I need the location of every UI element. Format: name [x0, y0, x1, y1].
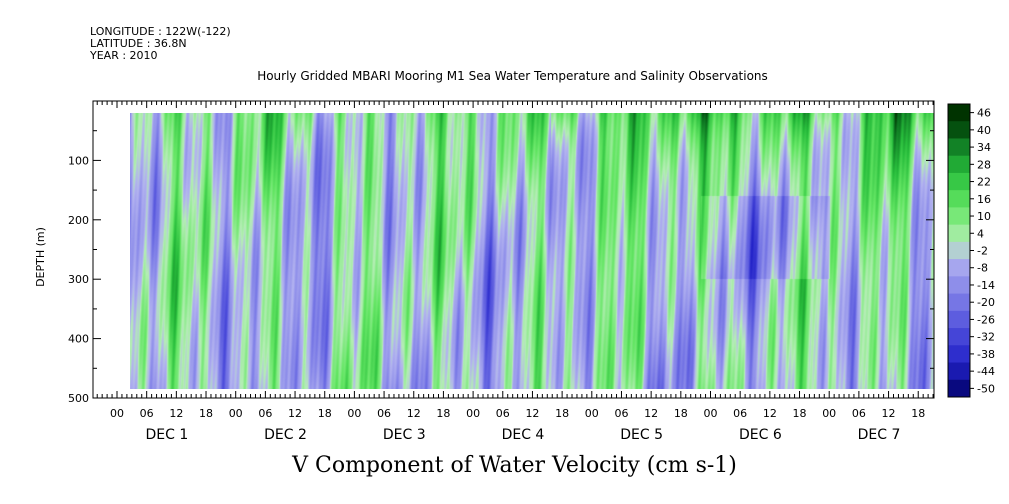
- colorbar-swatch: [948, 259, 970, 277]
- x-hour-label: 00: [347, 407, 361, 420]
- x-hour-label: 18: [318, 407, 332, 420]
- x-day-label: DEC 2: [264, 427, 307, 443]
- x-day-label: DEC 3: [383, 427, 426, 443]
- colorbar-swatch: [948, 207, 970, 226]
- colorbar-swatch: [948, 345, 970, 364]
- colorbar-swatch: [948, 104, 970, 122]
- colorbar-label: 10: [977, 210, 991, 223]
- colorbar-label: -38: [977, 348, 995, 361]
- longitude-label: LONGITUDE : 122W(-122): [90, 25, 231, 38]
- x-hour-label: 18: [911, 407, 925, 420]
- colorbar-label: 40: [977, 124, 991, 137]
- x-hour-label: 18: [674, 407, 688, 420]
- x-hour-label: 18: [555, 407, 569, 420]
- colorbar-swatch: [948, 224, 970, 243]
- x-hour-label: 00: [585, 407, 599, 420]
- y-tick-label: 300: [68, 273, 89, 286]
- colorbar-label: -8: [977, 262, 988, 275]
- location-metadata: LONGITUDE : 122W(-122) LATITUDE : 36.8N …: [90, 26, 231, 62]
- x-day-label: DEC 4: [502, 427, 545, 443]
- x-hour-label: 06: [140, 407, 154, 420]
- heatmap-field: [130, 113, 934, 389]
- colorbar-label: 4: [977, 227, 984, 240]
- colorbar-label: 22: [977, 176, 991, 189]
- colorbar-swatch: [948, 293, 970, 312]
- colorbar-label: -32: [977, 331, 995, 344]
- x-day-label: DEC 1: [145, 427, 188, 443]
- x-hour-label: 18: [199, 407, 213, 420]
- y-tick-label: 200: [68, 214, 89, 227]
- x-hour-label: 06: [852, 407, 866, 420]
- colorbar-swatch: [948, 155, 970, 174]
- x-hour-label: 18: [793, 407, 807, 420]
- colorbar-label: -50: [977, 382, 995, 395]
- x-day-label: DEC 7: [858, 427, 901, 443]
- x-hour-label: 12: [763, 407, 777, 420]
- x-hour-label: 12: [644, 407, 658, 420]
- x-day-label: DEC 5: [620, 427, 663, 443]
- colorbar-label: -2: [977, 245, 988, 258]
- x-hour-label: 00: [229, 407, 243, 420]
- colorbar-swatch: [948, 362, 970, 381]
- y-axis-label: DEPTH (m): [34, 227, 47, 287]
- y-tick-label: 100: [68, 154, 89, 167]
- colorbar-swatch: [948, 241, 970, 260]
- x-hour-label: 00: [822, 407, 836, 420]
- colorbar-swatch: [948, 121, 970, 139]
- x-hour-label: 00: [110, 407, 124, 420]
- colorbar-label: 46: [977, 107, 991, 120]
- colorbar-swatch: [948, 276, 970, 295]
- year-label: YEAR : 2010: [90, 49, 158, 62]
- x-hour-label: 06: [496, 407, 510, 420]
- y-tick-label: 400: [68, 333, 89, 346]
- colorbar-label: 16: [977, 193, 991, 206]
- colorbar: 46 40 34 28 22 16 10 4 -2 -8 -14 -20 -26 -32 -38 -44 -50: [947, 103, 995, 398]
- axes: 100 200 300 400 500 00 06 12 18 00 06 12 18 00 06 12 18 0…: [68, 101, 934, 443]
- colorbar-swatch: [948, 310, 970, 329]
- x-hour-label: 06: [733, 407, 747, 420]
- x-hour-label: 18: [436, 407, 450, 420]
- colorbar-swatch: [948, 138, 970, 157]
- colorbar-label: -14: [977, 279, 995, 292]
- x-hour-label: 12: [525, 407, 539, 420]
- x-hour-label: 00: [704, 407, 718, 420]
- x-day-label: DEC 6: [739, 427, 782, 443]
- colorbar-label: -26: [977, 313, 995, 326]
- y-tick-label: 500: [68, 392, 89, 405]
- heatmap-image: [130, 113, 934, 389]
- colorbar-label: 28: [977, 158, 991, 171]
- x-hour-label: 06: [377, 407, 391, 420]
- chart-title: Hourly Gridded MBARI Mooring M1 Sea Wate…: [257, 69, 768, 83]
- latitude-label: LATITUDE : 36.8N: [90, 37, 187, 50]
- colorbar-swatch: [948, 379, 970, 398]
- variable-label: V Component of Water Velocity (cm s-1): [292, 453, 737, 478]
- x-hour-label: 12: [407, 407, 421, 420]
- x-hour-label: 06: [258, 407, 272, 420]
- x-hour-label: 12: [882, 407, 896, 420]
- x-hour-label: 06: [614, 407, 628, 420]
- colorbar-swatch: [948, 172, 970, 191]
- colorbar-swatch: [948, 190, 970, 208]
- x-hour-label: 12: [288, 407, 302, 420]
- colorbar-label: 34: [977, 141, 991, 154]
- colorbar-label: -44: [977, 365, 995, 378]
- colorbar-swatch: [948, 328, 970, 346]
- colorbar-label: -20: [977, 296, 995, 309]
- x-hour-label: 00: [466, 407, 480, 420]
- x-hour-label: 12: [169, 407, 183, 420]
